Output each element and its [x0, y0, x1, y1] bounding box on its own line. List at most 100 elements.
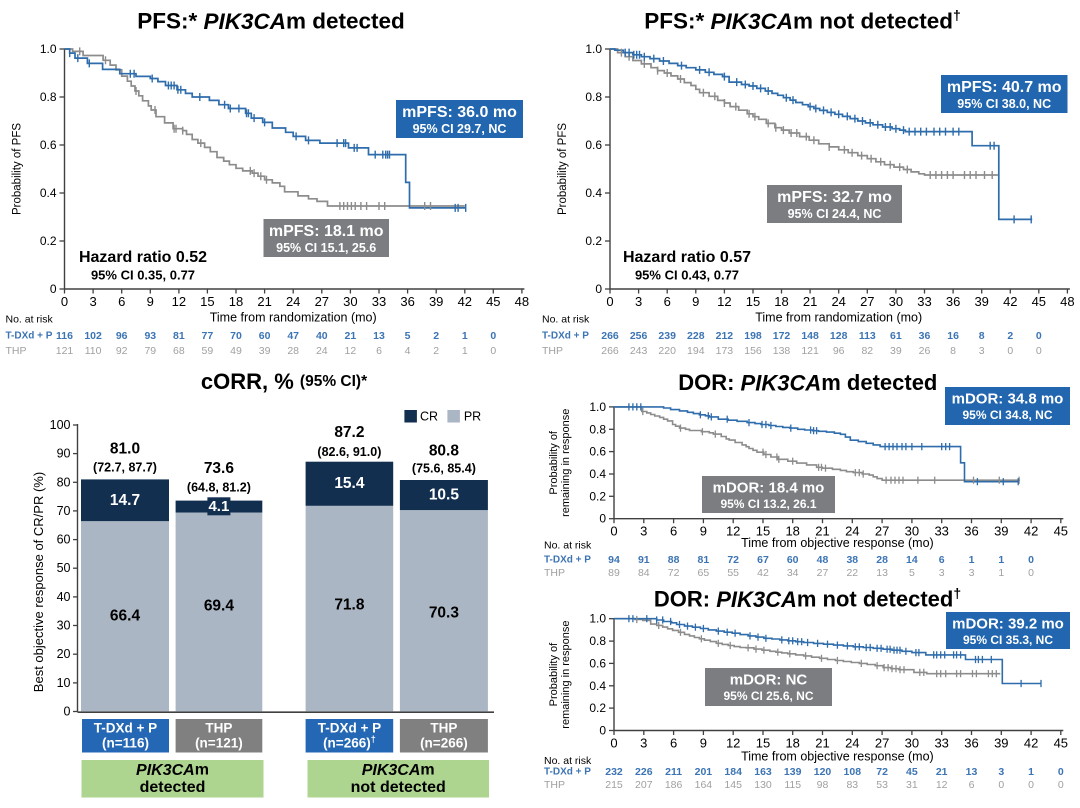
svg-text:2: 2 — [433, 330, 439, 342]
svg-text:95% CI 29.7, NC: 95% CI 29.7, NC — [413, 122, 507, 136]
svg-text:0: 0 — [1028, 779, 1034, 791]
svg-text:8: 8 — [979, 330, 985, 342]
svg-text:10: 10 — [57, 676, 71, 690]
svg-text:remaining in response: remaining in response — [560, 409, 572, 517]
svg-text:Time from objective response (: Time from objective response (mo) — [741, 750, 934, 764]
svg-text:1.0: 1.0 — [585, 42, 602, 56]
svg-text:15: 15 — [756, 524, 770, 539]
svg-text:207: 207 — [635, 779, 653, 791]
svg-text:PFS:* PIK3CAm detected: PFS:* PIK3CAm detected — [137, 9, 405, 34]
svg-text:115: 115 — [784, 779, 801, 791]
svg-text:116: 116 — [56, 330, 73, 342]
svg-text:mDOR: 34.8 mo: mDOR: 34.8 mo — [952, 391, 1064, 408]
svg-text:0.8: 0.8 — [589, 634, 606, 648]
svg-text:184: 184 — [724, 766, 742, 778]
svg-text:266: 266 — [601, 345, 619, 357]
svg-text:27: 27 — [315, 294, 329, 309]
svg-text:72: 72 — [727, 554, 739, 566]
svg-text:95% CI 0.43, 0.77: 95% CI 0.43, 0.77 — [635, 267, 739, 282]
svg-text:14: 14 — [906, 554, 918, 566]
svg-text:186: 186 — [665, 779, 683, 791]
svg-text:3: 3 — [998, 766, 1004, 778]
svg-text:0.6: 0.6 — [585, 138, 602, 152]
svg-text:1.0: 1.0 — [40, 42, 57, 56]
svg-text:36: 36 — [946, 294, 960, 309]
svg-text:mDOR: 18.4 mo: mDOR: 18.4 mo — [713, 480, 825, 497]
svg-text:14.7: 14.7 — [110, 492, 140, 509]
svg-text:PFS:* PIK3CAm not detected†: PFS:* PIK3CAm not detected† — [644, 7, 961, 34]
svg-text:DOR: PIK3CAm not detected†: DOR: PIK3CAm not detected† — [654, 585, 961, 612]
svg-text:95% CI 13.2, 26.1: 95% CI 13.2, 26.1 — [720, 497, 816, 511]
svg-text:0.8: 0.8 — [40, 90, 57, 104]
svg-text:0: 0 — [64, 705, 71, 719]
svg-text:1: 1 — [462, 330, 468, 342]
svg-text:15.4: 15.4 — [334, 475, 365, 492]
svg-text:95% CI 24.4, NC: 95% CI 24.4, NC — [788, 207, 882, 221]
svg-text:82: 82 — [861, 345, 873, 357]
svg-text:0.8: 0.8 — [585, 90, 602, 104]
svg-text:15: 15 — [756, 736, 770, 751]
svg-text:108: 108 — [844, 766, 862, 778]
svg-text:45: 45 — [1054, 736, 1068, 751]
svg-text:T-DXd + P: T-DXd + P — [542, 331, 589, 342]
svg-text:36: 36 — [964, 524, 978, 539]
svg-text:(75.6, 85.4): (75.6, 85.4) — [412, 462, 476, 476]
svg-text:12: 12 — [345, 345, 357, 357]
svg-text:72: 72 — [668, 567, 680, 579]
svg-text:33: 33 — [372, 294, 386, 309]
svg-text:13: 13 — [373, 330, 385, 342]
svg-text:68: 68 — [173, 345, 185, 357]
svg-text:38: 38 — [846, 554, 858, 566]
svg-text:remaining in response: remaining in response — [560, 620, 572, 728]
svg-text:39: 39 — [994, 524, 1008, 539]
svg-text:0: 0 — [610, 524, 617, 539]
svg-text:39: 39 — [259, 345, 271, 357]
svg-text:6: 6 — [670, 736, 677, 751]
svg-text:0: 0 — [61, 294, 68, 309]
svg-text:Hazard ratio 0.52: Hazard ratio 0.52 — [79, 249, 207, 266]
svg-text:No. at risk: No. at risk — [542, 314, 590, 326]
svg-text:80: 80 — [57, 475, 71, 489]
svg-text:59: 59 — [202, 345, 214, 357]
svg-text:61: 61 — [890, 330, 902, 342]
svg-text:0: 0 — [50, 282, 57, 296]
svg-text:33: 33 — [934, 524, 948, 539]
svg-text:163: 163 — [754, 766, 772, 778]
svg-text:0.4: 0.4 — [589, 467, 606, 481]
svg-text:24: 24 — [286, 294, 300, 309]
svg-text:4: 4 — [405, 345, 411, 357]
svg-text:95% CI 35.3, NC: 95% CI 35.3, NC — [963, 633, 1053, 647]
svg-text:102: 102 — [84, 330, 102, 342]
svg-text:24: 24 — [831, 294, 845, 309]
svg-text:3: 3 — [969, 567, 975, 579]
svg-text:49: 49 — [230, 345, 242, 357]
svg-text:THP: THP — [544, 567, 565, 579]
svg-text:21: 21 — [815, 736, 829, 751]
svg-text:39: 39 — [890, 345, 902, 357]
svg-text:60: 60 — [57, 533, 71, 547]
svg-text:13: 13 — [876, 567, 888, 579]
svg-text:39: 39 — [994, 736, 1008, 751]
svg-text:0: 0 — [490, 345, 496, 357]
svg-text:239: 239 — [658, 330, 676, 342]
svg-text:70: 70 — [230, 330, 242, 342]
svg-text:220: 220 — [658, 345, 676, 357]
svg-text:mPFS: 40.7 mo: mPFS: 40.7 mo — [947, 79, 1062, 96]
svg-text:6: 6 — [118, 294, 125, 309]
svg-text:0.4: 0.4 — [585, 186, 602, 200]
svg-text:PIK3CAm: PIK3CAm — [362, 762, 435, 779]
svg-text:172: 172 — [773, 330, 791, 342]
svg-text:256: 256 — [630, 330, 648, 342]
svg-text:145: 145 — [724, 779, 742, 791]
svg-text:5: 5 — [405, 330, 411, 342]
svg-text:33: 33 — [917, 294, 931, 309]
svg-text:95% CI 15.1, 25.6: 95% CI 15.1, 25.6 — [276, 241, 376, 255]
svg-text:Probability of PFS: Probability of PFS — [12, 123, 24, 215]
svg-text:48: 48 — [1060, 294, 1074, 309]
svg-text:9: 9 — [700, 736, 707, 751]
svg-text:48: 48 — [515, 294, 529, 309]
svg-text:0.4: 0.4 — [40, 186, 57, 200]
svg-text:232: 232 — [605, 766, 623, 778]
svg-text:212: 212 — [716, 330, 734, 342]
svg-text:148: 148 — [801, 330, 819, 342]
